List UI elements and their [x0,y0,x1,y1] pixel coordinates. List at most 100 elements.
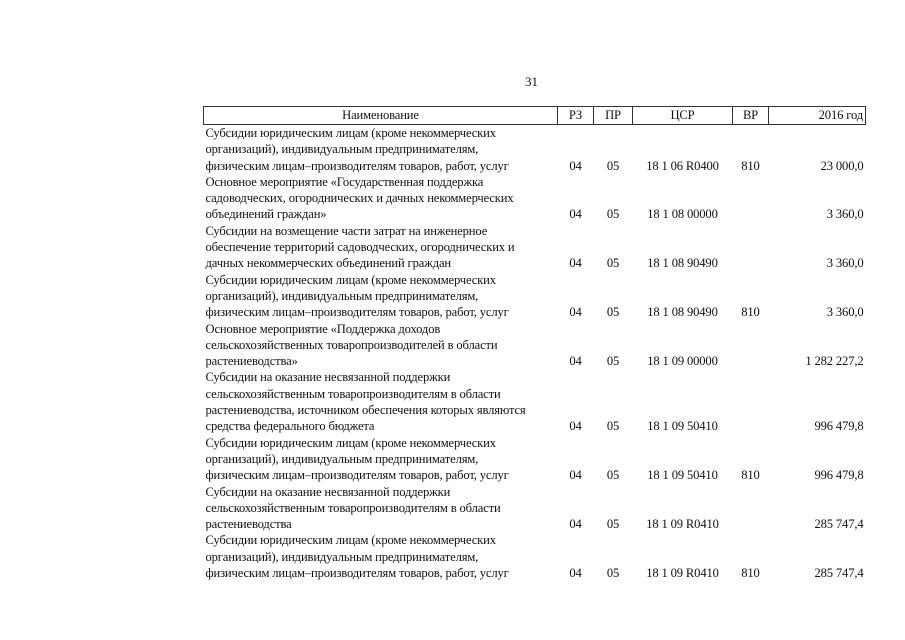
table-row: Основное мероприятие «Государственная по… [204,174,866,223]
row-name: Субсидии на оказание несвязанной поддерж… [204,369,558,434]
cell-sum: 285 747,4 [814,517,864,532]
cell-csr: 18 1 09 R0410 [646,566,719,581]
table-row: Субсидии на оказание несвязанной поддерж… [204,369,866,434]
cell-pr: 05 [606,419,620,434]
cell-vr [733,321,769,370]
table-header-row: Наименование РЗ ПР ЦСР ВР 2016 год [203,106,866,125]
row-name-line: Субсидии на возмещение части затрат на и… [205,223,488,238]
row-name-line: физическим лицам–производителям товаров,… [205,468,509,483]
table-row: Субсидии юридическим лицам (кроме некомм… [204,272,866,321]
page-number: 31 [525,74,538,89]
cell-csr: 18 1 09 00000 [647,354,718,369]
cell-rz: 04 [569,566,582,581]
row-name-line: Субсидии юридическим лицам (кроме некомм… [205,435,497,450]
table-row: Субсидии на оказание несвязанной поддерж… [204,484,866,533]
cell-vr [733,223,769,272]
cell-csr: 18 1 08 90490 [647,305,718,320]
cell-sum: 3 360,0 [826,207,864,222]
cell-rz: 04 [569,419,582,434]
cell-sum: 285 747,4 [814,566,864,581]
row-name: Субсидии на оказание несвязанной поддерж… [204,484,558,533]
row-name-line: объединений граждан» [205,207,327,222]
cell-pr: 05 [606,566,620,581]
row-name-line: дачных некоммерческих объединений гражда… [205,256,452,271]
row-name-line: Субсидии юридическим лицам (кроме некомм… [205,126,497,140]
header-year: 2016 год [768,106,866,125]
row-name-line: организаций), индивидуальным предпринима… [205,451,479,466]
cell-sum: 996 479,8 [814,419,864,434]
cell-vr: 810 [741,468,760,483]
cell-rz: 04 [569,468,582,483]
row-name: Субсидии юридическим лицам (кроме некомм… [204,272,558,321]
cell-vr [733,484,769,533]
row-name-line: Субсидии на оказание несвязанной поддерж… [205,370,451,385]
table-row: Субсидии юридическим лицам (кроме некомм… [204,435,866,484]
cell-rz: 04 [569,354,582,369]
cell-csr: 18 1 09 R0410 [646,517,719,532]
row-name-line: Субсидии юридическим лицам (кроме некомм… [205,272,497,287]
table-row: Субсидии на возмещение части затрат на и… [204,223,866,272]
budget-table: Наименование РЗ ПР ЦСР ВР 2016 год Субси… [203,106,866,581]
row-name-line: сельскохозяйственным товаропроизводителя… [205,500,501,515]
row-name-line: растениеводства [205,517,292,532]
cell-csr: 18 1 09 50410 [647,468,718,483]
cell-rz: 04 [569,517,582,532]
header-pr: ПР [593,106,633,125]
header-name: Наименование [203,106,558,125]
row-name: Основное мероприятие «Государственная по… [204,174,558,223]
row-name-line: физическим лицам–производителям товаров,… [205,305,509,320]
row-name: Субсидии юридическим лицам (кроме некомм… [204,532,558,581]
table-row: Основное мероприятие «Поддержка доходов с… [204,321,866,370]
cell-pr: 05 [606,207,620,222]
cell-sum: 3 360,0 [826,256,864,271]
row-name: Субсидии юридическим лицам (кроме некомм… [204,125,558,174]
cell-vr: 810 [741,566,760,581]
row-name-line: физическим лицам–производителям товаров,… [205,158,509,173]
cell-pr: 05 [606,158,620,173]
row-name-line: растениеводства, источником обеспечения … [205,403,526,418]
row-name: Основное мероприятие «Поддержка доходов с… [204,321,558,370]
row-name-line: растениеводства» [205,354,298,369]
row-name: Субсидии юридическим лицам (кроме некомм… [204,435,558,484]
row-name-line: Основное мероприятие «Поддержка доходов [205,321,441,336]
row-name-line: физическим лицам–производителям товаров,… [205,566,509,581]
row-name-line: садоводческих, огороднических и дачных н… [205,191,514,206]
row-name-line: Субсидии на оказание несвязанной поддерж… [205,484,451,499]
row-name-line: обеспечение территорий садоводческих, ог… [205,240,515,255]
row-name-line: сельскохозяйственным товаропроизводителя… [205,386,501,401]
header-vr: ВР [732,106,769,125]
table-row: Субсидии юридическим лицам (кроме некомм… [204,125,866,174]
cell-csr: 18 1 08 00000 [647,207,718,222]
cell-rz: 04 [569,305,582,320]
cell-sum: 1 282 227,2 [805,354,864,369]
cell-vr: 810 [741,305,760,320]
cell-vr [733,174,769,223]
cell-sum: 996 479,8 [814,468,864,483]
cell-pr: 05 [606,256,620,271]
cell-rz: 04 [569,256,582,271]
row-name-line: организаций), индивидуальным предпринима… [205,142,479,157]
row-name-line: Основное мероприятие «Государственная по… [205,174,484,189]
row-name-line: организаций), индивидуальным предпринима… [205,549,479,564]
row-name-line: сельскохозяйственных товаропроизводителе… [205,337,498,352]
header-rz: РЗ [557,106,594,125]
cell-csr: 18 1 09 50410 [647,419,718,434]
row-name: Субсидии на возмещение части затрат на и… [204,223,558,272]
table-row: Субсидии юридическим лицам (кроме некомм… [204,532,866,581]
cell-vr [733,369,769,434]
cell-pr: 05 [606,517,620,532]
header-csr: ЦСР [632,106,733,125]
cell-rz: 04 [569,158,582,173]
cell-pr: 05 [606,354,620,369]
cell-vr: 810 [741,158,760,173]
cell-rz: 04 [569,207,582,222]
table-body: Субсидии юридическим лицам (кроме некомм… [204,125,866,582]
row-name-line: средства федерального бюджета [205,419,375,434]
cell-pr: 05 [606,305,620,320]
cell-csr: 18 1 06 R0400 [646,158,719,173]
cell-sum: 23 000,0 [820,158,864,173]
row-name-line: организаций), индивидуальным предпринима… [205,288,479,303]
row-name-line: Субсидии юридическим лицам (кроме некомм… [205,533,497,548]
cell-sum: 3 360,0 [826,305,864,320]
cell-csr: 18 1 08 90490 [647,256,718,271]
